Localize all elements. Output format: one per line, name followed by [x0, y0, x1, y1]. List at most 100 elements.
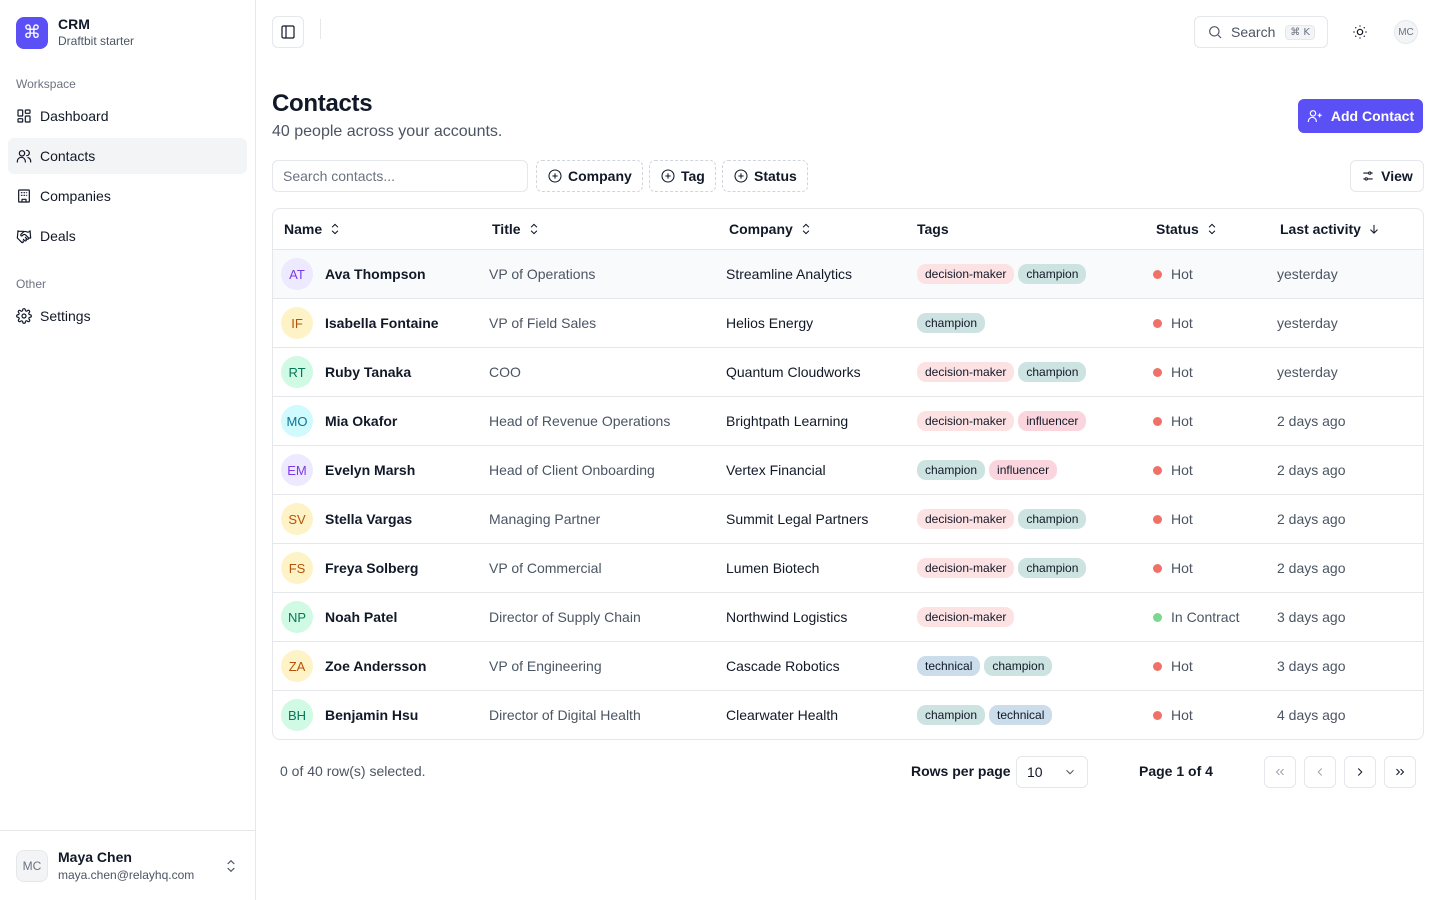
chevrons-up-down-icon	[223, 858, 239, 874]
last-page-button[interactable]	[1384, 756, 1416, 788]
avatar: MC	[16, 849, 48, 882]
table-header: Name Title Company Tags Status Last acti…	[273, 209, 1423, 250]
avatar[interactable]: MC	[1394, 20, 1418, 44]
column-header-last-activity[interactable]: Last activity	[1280, 209, 1381, 249]
search-icon	[1209, 26, 1222, 39]
theme-toggle-button[interactable]	[1344, 16, 1376, 48]
company-cell: Northwind Logistics	[726, 609, 848, 625]
add-contact-button[interactable]: Add Contact	[1298, 99, 1423, 133]
rows-per-page-select[interactable]: 10	[1016, 756, 1088, 788]
table-row[interactable]: FS Freya Solberg VP of Commercial Lumen …	[273, 544, 1423, 593]
status-badge: Hot	[1171, 364, 1193, 380]
sidebar-item-dashboard[interactable]: Dashboard	[8, 98, 247, 134]
nav-workspace: Workspace Dashboard Contacts Companies D…	[8, 74, 247, 254]
contact-name[interactable]: Ava Thompson	[325, 266, 426, 282]
column-header-name[interactable]: Name	[284, 209, 342, 249]
first-page-button[interactable]	[1264, 756, 1296, 788]
sliders-icon	[1363, 171, 1373, 181]
column-label: Title	[492, 221, 521, 237]
status-dot	[1153, 416, 1162, 426]
selection-status: 0 of 40 row(s) selected.	[280, 763, 426, 779]
tag-badge: technical	[917, 656, 981, 676]
company-cell: Streamline Analytics	[726, 266, 853, 282]
view-options-button[interactable]: View	[1350, 160, 1424, 192]
rows-per-page-value: 10	[1027, 764, 1043, 780]
contact-name[interactable]: Zoe Andersson	[325, 658, 427, 674]
contact-name[interactable]: Evelyn Marsh	[325, 462, 416, 478]
sidebar-item-label: Companies	[40, 188, 111, 204]
table-row[interactable]: AT Ava Thompson VP of Operations Streaml…	[273, 250, 1423, 299]
contact-name[interactable]: Isabella Fontaine	[325, 315, 439, 331]
previous-page-button[interactable]	[1304, 756, 1336, 788]
filter-company-button[interactable]: Company	[536, 160, 643, 192]
filter-status-button[interactable]: Status	[722, 160, 808, 192]
contact-name[interactable]: Mia Okafor	[325, 413, 398, 429]
table-row[interactable]: BH Benjamin Hsu Director of Digital Heal…	[273, 691, 1423, 739]
sidebar-item-deals[interactable]: Deals	[8, 218, 247, 254]
status-badge: Hot	[1171, 266, 1193, 282]
user-name: Maya Chen	[58, 848, 132, 865]
last-activity-cell: 2 days ago	[1277, 413, 1346, 429]
topbar: Search ⌘ K MC	[256, 0, 1440, 64]
tags-cell: technical champion	[917, 642, 1056, 690]
tag-badge: influencer	[1018, 411, 1087, 431]
status-cell: Hot	[1153, 642, 1193, 690]
brand[interactable]: ⌘ CRM Draftbit starter	[16, 16, 134, 49]
company-cell: Helios Energy	[726, 315, 814, 331]
sidebar-toggle-button[interactable]	[272, 16, 304, 48]
table-row[interactable]: EM Evelyn Marsh Head of Client Onboardin…	[273, 446, 1423, 495]
title-cell: Director of Digital Health	[489, 707, 641, 723]
last-activity-cell: yesterday	[1277, 364, 1338, 380]
status-cell: Hot	[1153, 544, 1193, 592]
contact-name[interactable]: Stella Vargas	[325, 511, 413, 527]
name-cell: IF Isabella Fontaine	[281, 299, 439, 347]
nav-group-label: Workspace	[16, 77, 76, 91]
column-header-title[interactable]: Title	[492, 209, 541, 249]
tag-badge: champion	[917, 460, 986, 480]
table-row[interactable]: NP Noah Patel Director of Supply Chain N…	[273, 593, 1423, 642]
contacts-table: Name Title Company Tags Status Last acti…	[272, 208, 1424, 740]
users-icon	[16, 149, 32, 163]
sidebar-item-label: Settings	[40, 308, 91, 324]
title-cell: VP of Engineering	[489, 658, 602, 674]
table-row[interactable]: MO Mia Okafor Head of Revenue Operations…	[273, 397, 1423, 446]
contact-name[interactable]: Benjamin Hsu	[325, 707, 419, 723]
chevron-left-icon	[1317, 768, 1323, 776]
sidebar-item-settings[interactable]: Settings	[8, 298, 247, 334]
sort-icon	[1208, 223, 1216, 235]
name-cell: NP Noah Patel	[281, 593, 397, 641]
column-header-status[interactable]: Status	[1156, 209, 1219, 249]
next-page-button[interactable]	[1344, 756, 1376, 788]
contact-name[interactable]: Noah Patel	[325, 609, 398, 625]
column-label: Status	[1156, 221, 1199, 237]
table-row[interactable]: ZA Zoe Andersson VP of Engineering Casca…	[273, 642, 1423, 691]
avatar: BH	[281, 699, 313, 731]
user-menu[interactable]: MC Maya Chen maya.chen@relayhq.com	[0, 830, 255, 900]
status-cell: Hot	[1153, 495, 1193, 543]
name-cell: AT Ava Thompson	[281, 250, 426, 298]
page-title: Contacts	[272, 90, 373, 117]
status-dot	[1153, 318, 1162, 328]
avatar: ZA	[281, 650, 313, 682]
filter-label: Tag	[681, 168, 705, 184]
nav-other: Other Settings	[8, 274, 247, 334]
tag-badge: champion	[917, 313, 986, 333]
contact-name[interactable]: Freya Solberg	[325, 560, 419, 576]
search-button[interactable]: Search ⌘ K	[1194, 16, 1328, 48]
table-row[interactable]: SV Stella Vargas Managing Partner Summit…	[273, 495, 1423, 544]
name-cell: MO Mia Okafor	[281, 397, 397, 445]
sidebar-item-companies[interactable]: Companies	[8, 178, 247, 214]
command-icon: ⌘	[16, 16, 48, 49]
status-dot	[1153, 514, 1162, 524]
filter-tag-button[interactable]: Tag	[649, 160, 716, 192]
tags-cell: decision-maker champion	[917, 495, 1090, 543]
sidebar-item-contacts[interactable]: Contacts	[8, 138, 247, 174]
table-row[interactable]: RT Ruby Tanaka COO Quantum Cloudworks de…	[273, 348, 1423, 397]
table-row[interactable]: IF Isabella Fontaine VP of Field Sales H…	[273, 299, 1423, 348]
search-input[interactable]	[272, 160, 528, 192]
avatar: FS	[281, 552, 313, 584]
column-header-company[interactable]: Company	[729, 209, 813, 249]
company-cell: Summit Legal Partners	[726, 511, 869, 527]
company-cell: Cascade Robotics	[726, 658, 840, 674]
contact-name[interactable]: Ruby Tanaka	[325, 364, 412, 380]
